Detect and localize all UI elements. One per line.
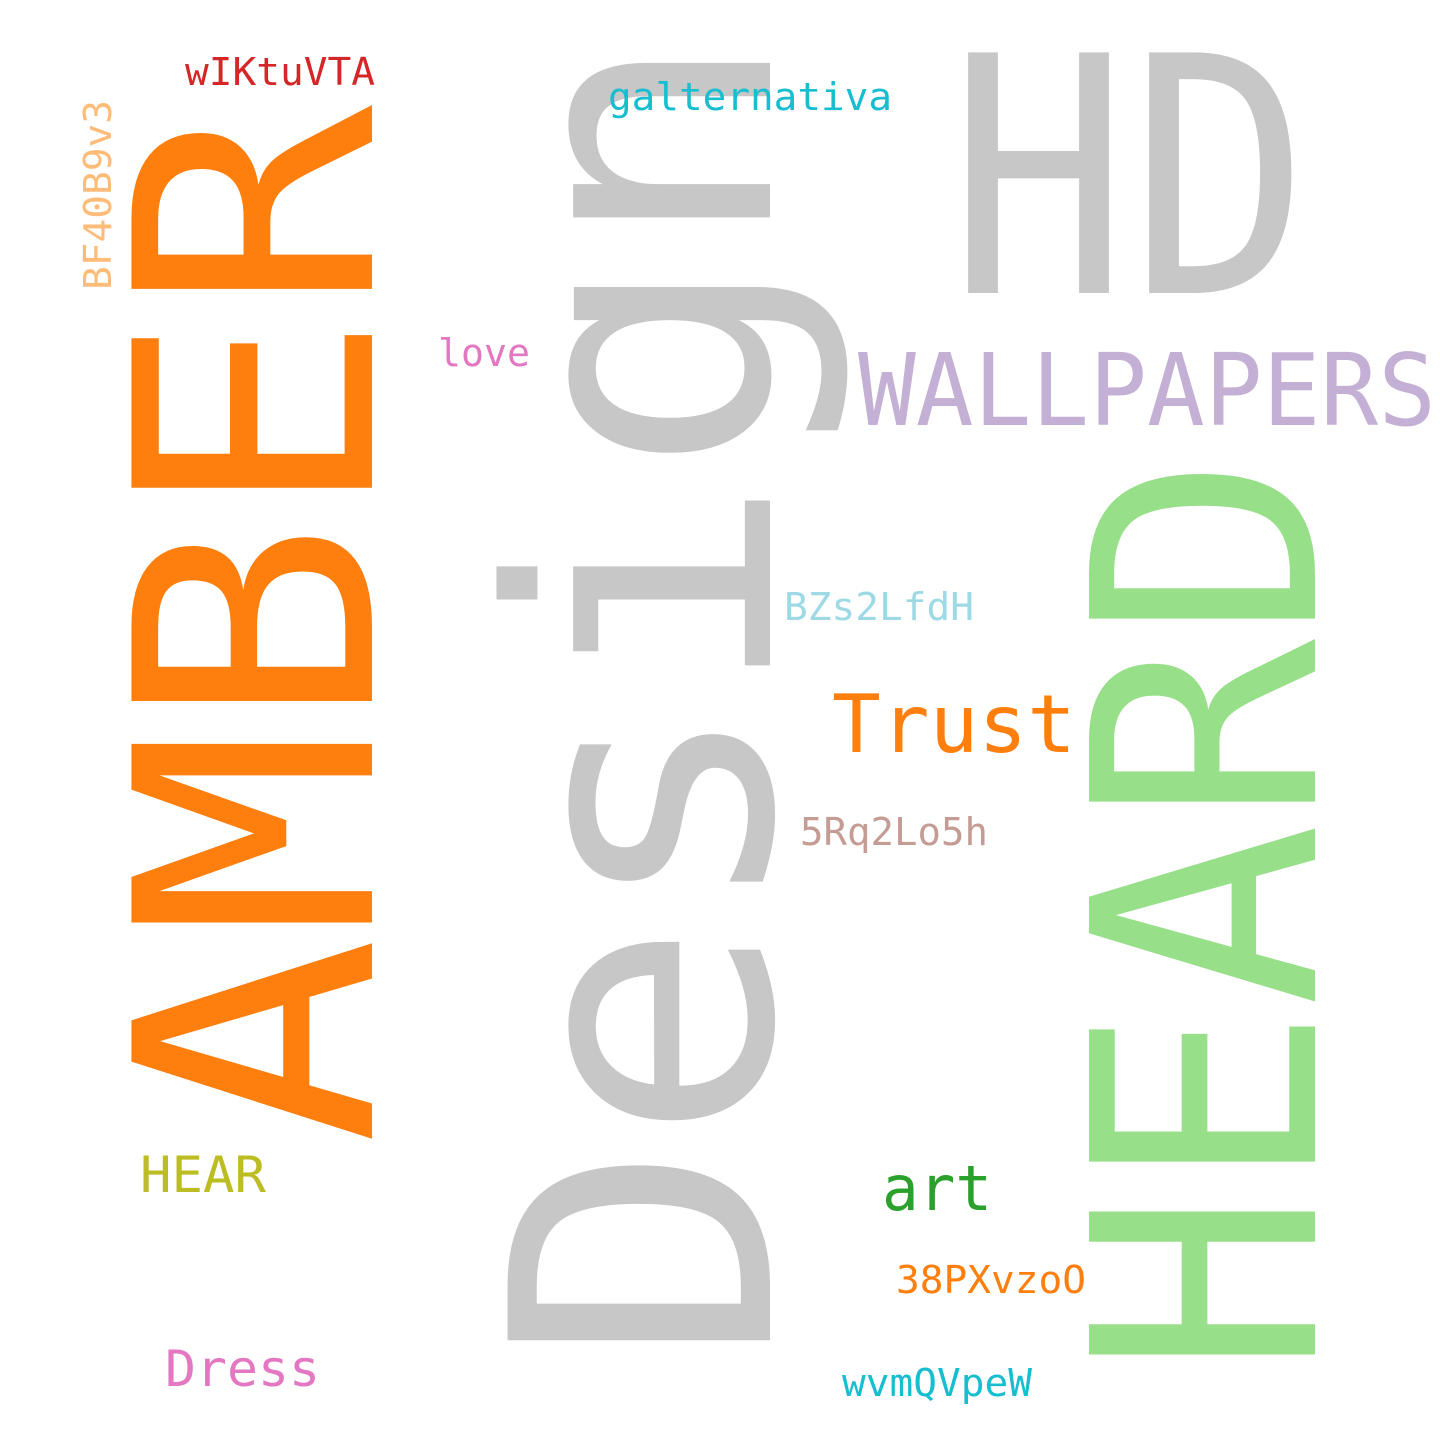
word-wvmqvpew: wvmQVpeW (842, 1361, 1032, 1405)
word-dress: Dress (165, 1340, 320, 1398)
word-bf40b9v3: BF40B9v3 (76, 100, 120, 290)
word-wiktuvta: wIKtuVTA (185, 50, 375, 94)
word-hear: HEAR (140, 1146, 267, 1204)
word-trust: Trust (832, 678, 1076, 771)
word-wallpapers: WALLPAPERS (858, 332, 1436, 449)
word-hd: HD (948, 0, 1310, 371)
word-galternativa: galternativa (608, 75, 892, 119)
word-design: Design (436, 30, 855, 1365)
word-heard: HEARD (1028, 455, 1389, 1375)
word-amber: AMBER (66, 102, 450, 1145)
word-love: love (438, 331, 530, 375)
word-art: art (882, 1152, 992, 1225)
word-bzs2lfdh: BZs2LfdH (784, 585, 974, 629)
word-38pxvzoo: 38PXvzoO (896, 1258, 1086, 1302)
word-5rq2lo5h: 5Rq2Lo5h (800, 810, 988, 854)
